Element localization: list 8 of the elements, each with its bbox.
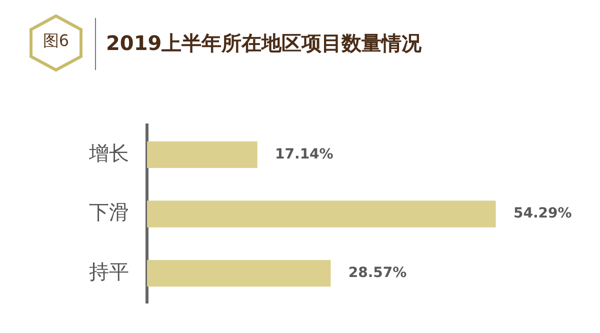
y-tick-label: 下滑 — [89, 200, 129, 224]
chart-title: 2019上半年所在地区项目数量情况 — [106, 30, 422, 57]
y-tick-label: 持平 — [89, 260, 129, 284]
data-label: 17.14% — [275, 146, 334, 162]
y-tick-label: 增长 — [88, 140, 129, 165]
data-label: 54.29% — [513, 206, 572, 222]
data-label: 28.57% — [348, 264, 407, 281]
caption: 图6 — [42, 31, 70, 52]
